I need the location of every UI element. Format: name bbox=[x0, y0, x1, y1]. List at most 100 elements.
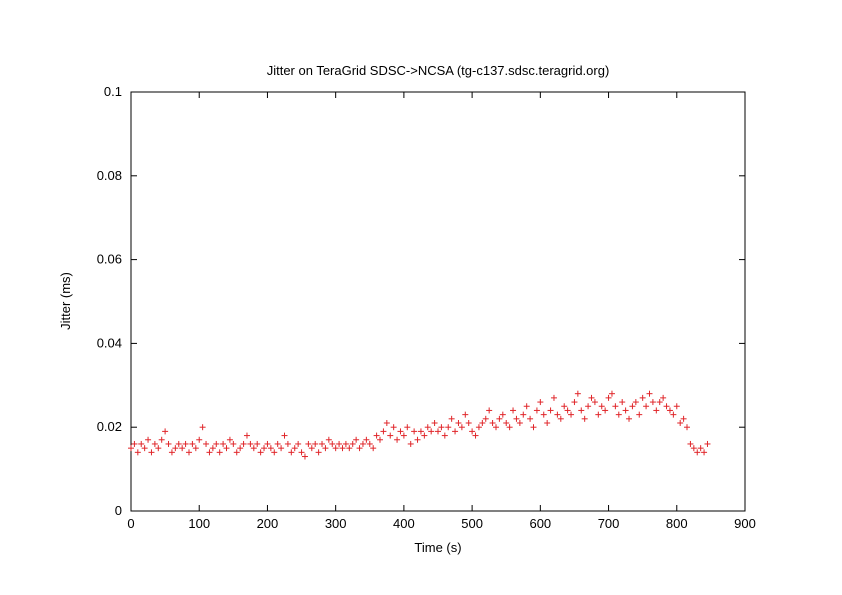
x-tick-label: 500 bbox=[461, 516, 483, 531]
data-point bbox=[465, 420, 472, 427]
data-point bbox=[342, 440, 349, 447]
data-point bbox=[479, 420, 486, 427]
data-point bbox=[547, 407, 554, 414]
data-point bbox=[523, 403, 530, 410]
data-point bbox=[486, 407, 493, 414]
y-axis-label: Jitter (ms) bbox=[58, 272, 73, 330]
data-point bbox=[598, 403, 605, 410]
data-point bbox=[400, 432, 407, 439]
data-point bbox=[513, 415, 520, 422]
data-point bbox=[131, 440, 138, 447]
data-point bbox=[206, 449, 213, 456]
data-point bbox=[680, 415, 687, 422]
data-point bbox=[462, 411, 469, 418]
data-point bbox=[441, 432, 448, 439]
data-point bbox=[373, 432, 380, 439]
data-point bbox=[336, 440, 343, 447]
axis-ticks: 0 100 200 300 400 500 600 700 800 900 0 0.02 0.04 0.0… bbox=[97, 84, 756, 531]
data-point bbox=[407, 440, 414, 447]
data-point bbox=[189, 440, 196, 447]
data-point bbox=[431, 420, 438, 427]
data-point bbox=[499, 411, 506, 418]
data-point bbox=[254, 440, 261, 447]
data-point bbox=[687, 440, 694, 447]
data-point bbox=[196, 436, 203, 443]
y-tick-label: 0.08 bbox=[97, 168, 122, 183]
data-point bbox=[233, 449, 240, 456]
data-point bbox=[673, 403, 680, 410]
data-point bbox=[394, 436, 401, 443]
data-point bbox=[537, 399, 544, 406]
data-point bbox=[182, 440, 189, 447]
x-tick-label: 700 bbox=[598, 516, 620, 531]
data-point bbox=[615, 411, 622, 418]
data-point bbox=[209, 445, 216, 452]
data-point bbox=[247, 440, 254, 447]
y-tick-label: 0.04 bbox=[97, 335, 122, 350]
data-point bbox=[175, 440, 182, 447]
data-point bbox=[151, 440, 158, 447]
data-point bbox=[397, 428, 404, 435]
data-point bbox=[162, 428, 169, 435]
data-point bbox=[595, 411, 602, 418]
data-point bbox=[305, 440, 312, 447]
data-point bbox=[339, 445, 346, 452]
data-point bbox=[312, 440, 319, 447]
y-tick-label: 0.02 bbox=[97, 419, 122, 434]
data-point bbox=[267, 445, 274, 452]
data-point bbox=[288, 449, 295, 456]
data-point bbox=[455, 420, 462, 427]
chart-title: Jitter on TeraGrid SDSC->NCSA (tg-c137.s… bbox=[267, 63, 610, 78]
data-point bbox=[530, 424, 537, 431]
data-point bbox=[291, 445, 298, 452]
x-tick-label: 600 bbox=[529, 516, 551, 531]
data-point bbox=[298, 449, 305, 456]
data-point bbox=[271, 449, 278, 456]
data-point bbox=[612, 403, 619, 410]
data-point bbox=[301, 453, 308, 460]
data-point bbox=[240, 440, 247, 447]
data-point bbox=[223, 445, 230, 452]
data-points bbox=[128, 390, 711, 460]
data-point bbox=[179, 445, 186, 452]
y-tick-label: 0.1 bbox=[104, 84, 122, 99]
data-point bbox=[571, 399, 578, 406]
data-point bbox=[619, 399, 626, 406]
data-point bbox=[677, 420, 684, 427]
data-point bbox=[684, 424, 691, 431]
data-point bbox=[694, 449, 701, 456]
data-point bbox=[666, 407, 673, 414]
data-point bbox=[411, 428, 418, 435]
data-point bbox=[199, 424, 206, 431]
data-point bbox=[697, 445, 704, 452]
data-point bbox=[404, 424, 411, 431]
data-point bbox=[377, 436, 384, 443]
data-point bbox=[243, 432, 250, 439]
data-point bbox=[445, 424, 452, 431]
data-point bbox=[145, 436, 152, 443]
x-tick-label: 400 bbox=[393, 516, 415, 531]
data-point bbox=[346, 445, 353, 452]
data-point bbox=[128, 445, 134, 452]
data-point bbox=[353, 436, 360, 443]
data-point bbox=[506, 424, 513, 431]
data-point bbox=[544, 420, 551, 427]
plot-frame bbox=[130, 91, 746, 512]
data-point bbox=[424, 424, 431, 431]
x-tick-label: 900 bbox=[734, 516, 756, 531]
data-point bbox=[643, 403, 650, 410]
data-point bbox=[216, 449, 223, 456]
data-point bbox=[564, 407, 571, 414]
data-point bbox=[148, 449, 155, 456]
data-point bbox=[591, 399, 598, 406]
data-point bbox=[315, 449, 322, 456]
data-point bbox=[387, 432, 394, 439]
data-point bbox=[349, 440, 356, 447]
data-point bbox=[428, 428, 435, 435]
data-point bbox=[452, 428, 459, 435]
data-point bbox=[319, 440, 326, 447]
data-point bbox=[414, 436, 421, 443]
data-point bbox=[363, 436, 370, 443]
data-point bbox=[639, 394, 646, 401]
